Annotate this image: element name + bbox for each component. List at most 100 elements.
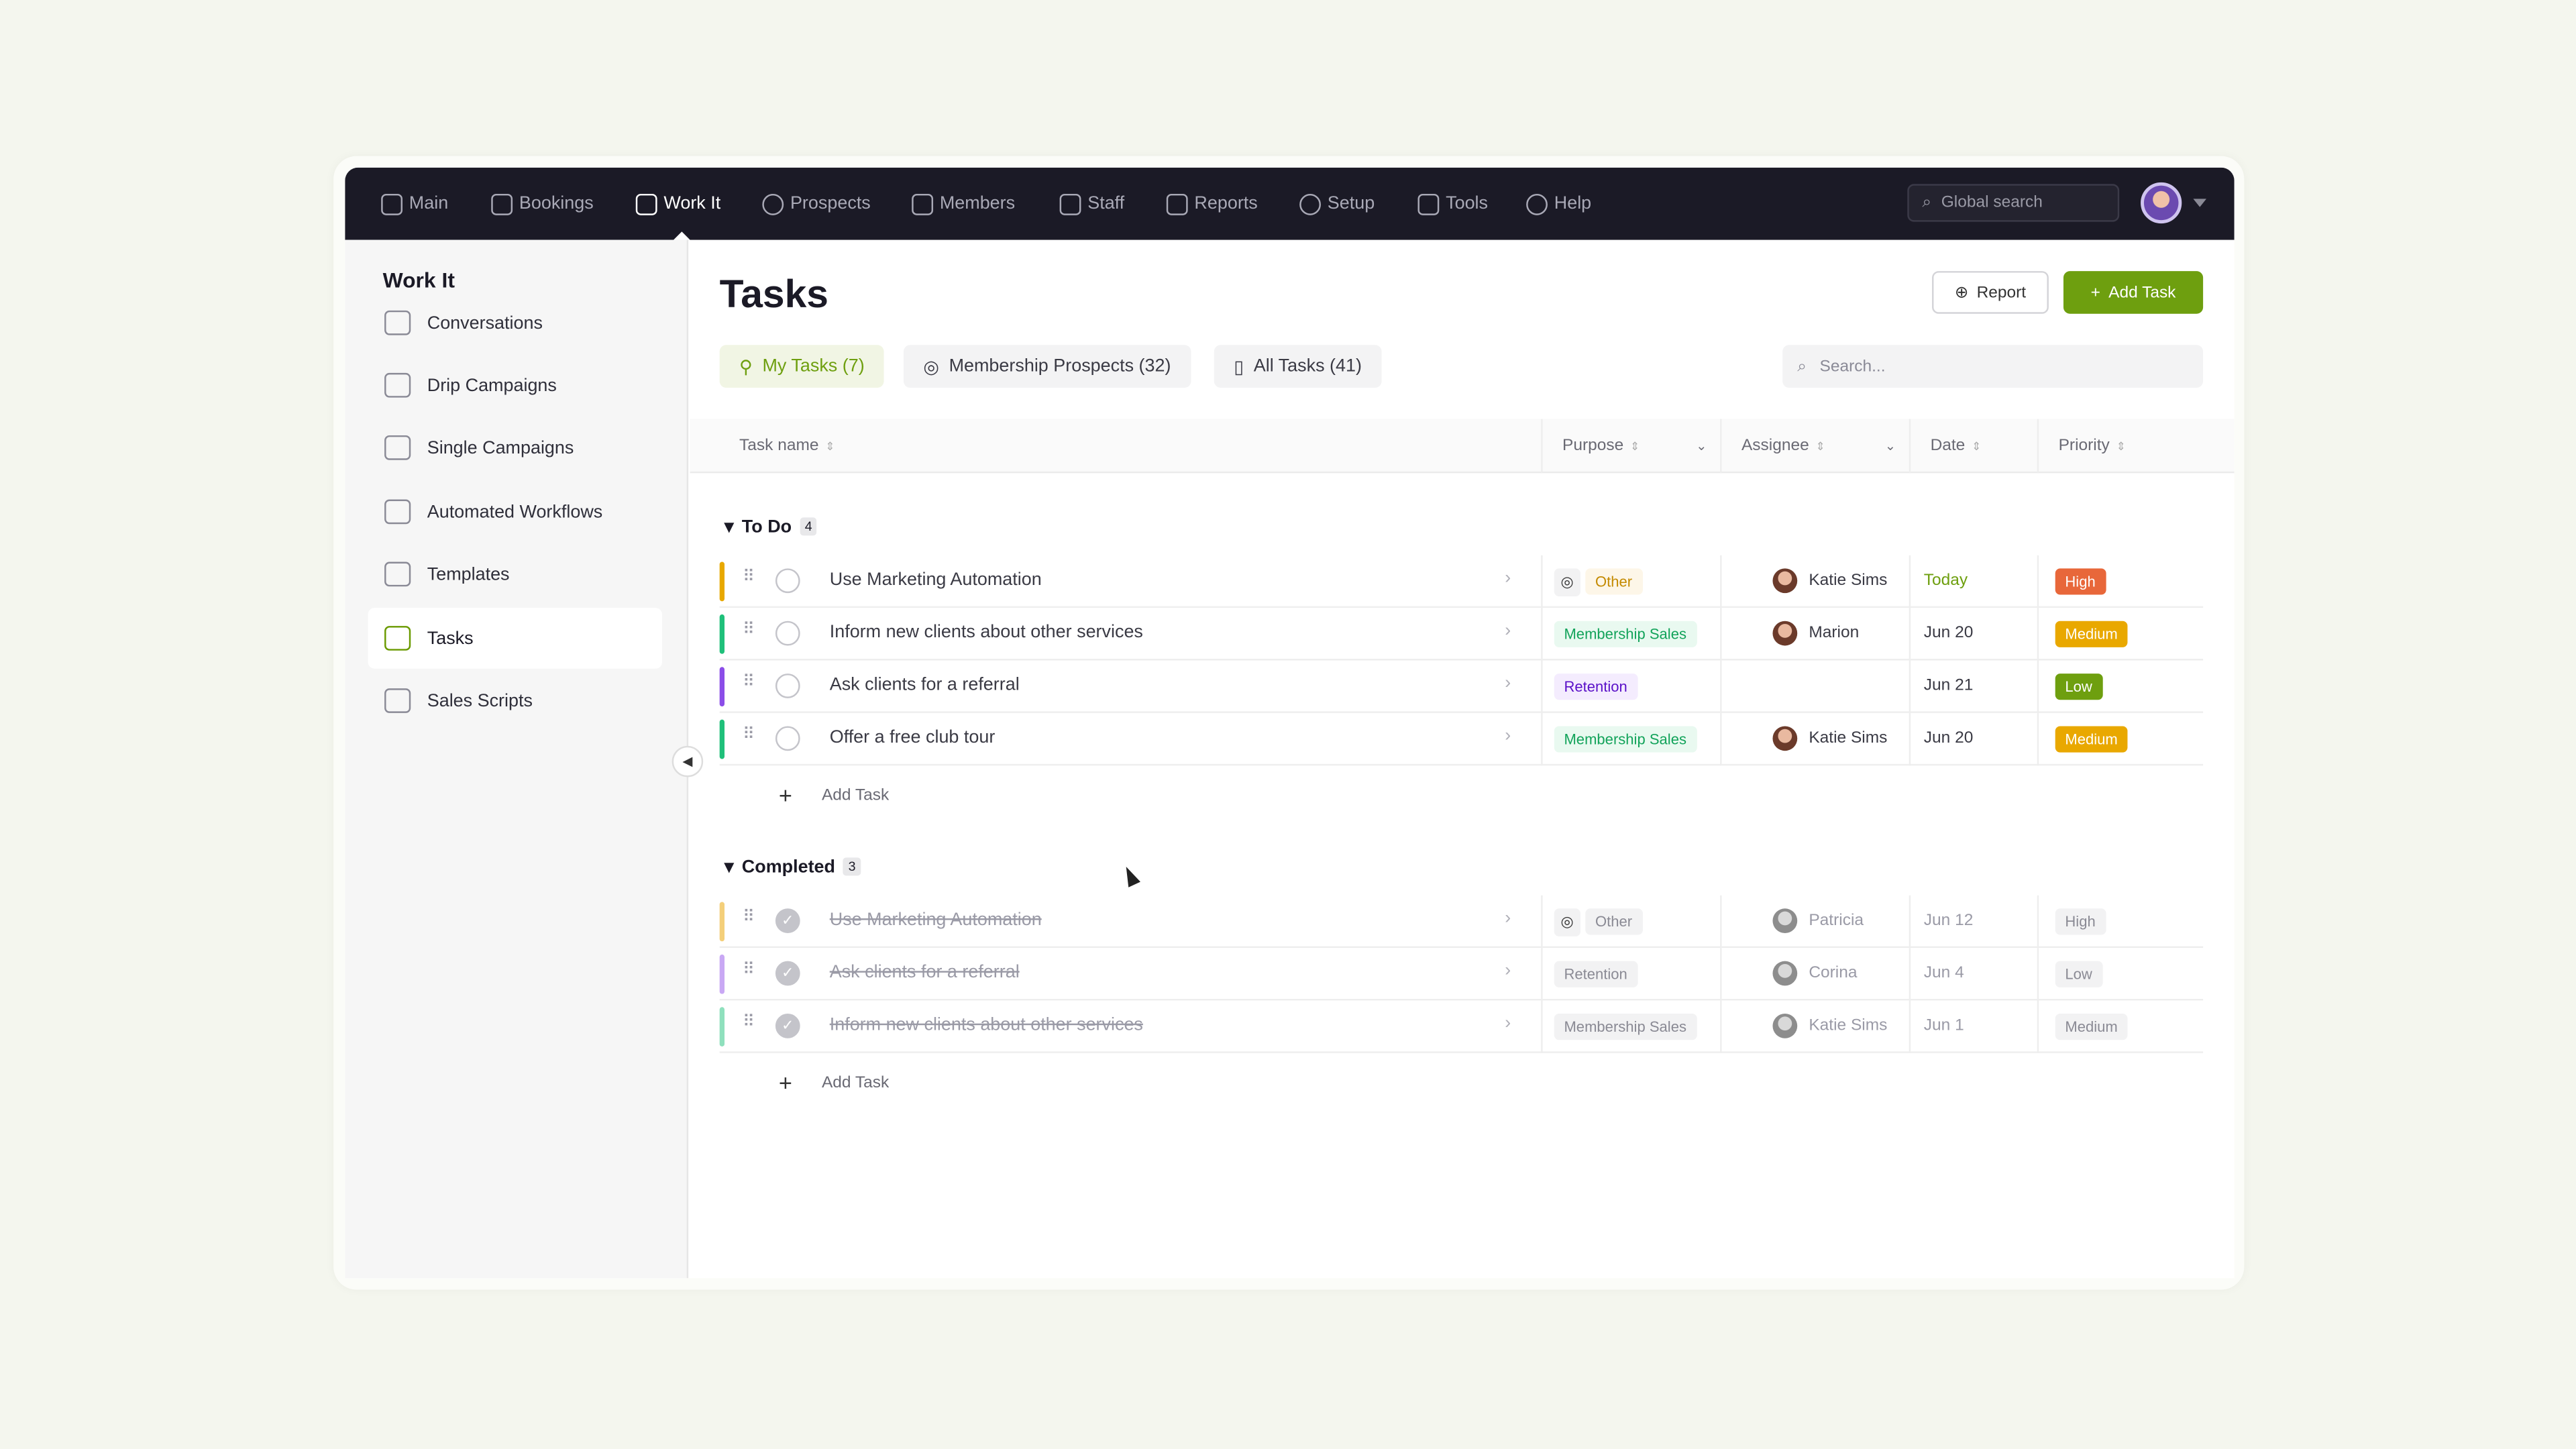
assignee-name[interactable]: Katie Sims <box>1809 572 1888 590</box>
caret-down-icon[interactable]: ▾ <box>724 517 734 537</box>
sort-icon[interactable]: ⇕ <box>825 441 835 453</box>
nav-bookings[interactable]: Bookings <box>491 168 594 240</box>
task-name[interactable]: Use Marketing Automation <box>829 570 1042 590</box>
table-row[interactable]: ⠿ Use Marketing Automation › ◎ Other Katie Si… <box>719 555 2204 608</box>
add-task-button[interactable]: + Add Task <box>2063 271 2204 314</box>
table-row[interactable]: ⠿ Offer a free club tour › Membership Sales… <box>719 712 2204 766</box>
caret-down-icon[interactable]: ▾ <box>724 857 734 877</box>
column-header-priority[interactable]: Priority ⇕ <box>2037 419 2235 474</box>
due-date[interactable]: Jun 1 <box>1923 1016 1964 1035</box>
chevron-right-icon[interactable]: › <box>1505 674 1511 694</box>
plus-icon[interactable]: + <box>778 1069 792 1096</box>
sort-icon[interactable]: ⇕ <box>1972 441 1982 453</box>
chevron-right-icon[interactable]: › <box>1505 961 1511 981</box>
task-name[interactable]: Offer a free club tour <box>829 727 996 748</box>
group-header-to-do[interactable]: ▾ To Do 4 <box>724 516 817 537</box>
complete-checkbox[interactable]: ✓ <box>775 1014 800 1038</box>
tab-2[interactable]: ▯ All Tasks (41) <box>1214 345 1382 388</box>
due-date[interactable]: Jun 12 <box>1923 912 1974 930</box>
chevron-right-icon[interactable]: › <box>1505 568 1511 588</box>
priority-badge[interactable]: Low <box>2055 674 2102 700</box>
assignee-name[interactable]: Marion <box>1809 624 1860 643</box>
drag-handle-icon[interactable]: ⠿ <box>742 674 755 692</box>
chevron-right-icon[interactable]: › <box>1505 1014 1511 1034</box>
assignee-name[interactable]: Corina <box>1809 964 1858 983</box>
table-row[interactable]: ⠿ ✓ Inform new clients about other service… <box>719 1000 2204 1053</box>
plus-icon[interactable]: + <box>778 782 792 808</box>
sidebar-item-sales-scripts[interactable]: Sales Scripts <box>368 670 662 731</box>
tab-0[interactable]: ⚲ My Tasks (7) <box>719 345 885 388</box>
nav-members[interactable]: Members <box>912 168 1015 240</box>
column-header-purpose[interactable]: Purpose ⇕ ⌄ <box>1541 419 1720 474</box>
column-header-assignee[interactable]: Assignee ⇕ ⌄ <box>1720 419 1909 474</box>
task-search-input[interactable]: ⌕ Search... <box>1782 345 2204 388</box>
chevron-right-icon[interactable]: › <box>1505 726 1511 746</box>
assignee-name[interactable]: Katie Sims <box>1809 729 1888 748</box>
chevron-right-icon[interactable]: › <box>1505 908 1511 928</box>
complete-checkbox[interactable] <box>775 568 800 594</box>
priority-badge[interactable]: High <box>2055 568 2106 595</box>
complete-checkbox[interactable] <box>775 674 800 698</box>
chevron-down-icon[interactable] <box>2193 199 2207 207</box>
collapse-sidebar-button[interactable]: ◀ <box>672 745 704 777</box>
purpose-badge[interactable]: Membership Sales <box>1554 726 1697 753</box>
task-name[interactable]: Ask clients for a referral <box>829 675 1020 695</box>
due-date[interactable]: Jun 4 <box>1923 964 1964 983</box>
nav-prospects[interactable]: Prospects <box>762 168 871 240</box>
complete-checkbox[interactable]: ✓ <box>775 908 800 934</box>
nav-help[interactable]: Help <box>1526 168 1591 240</box>
due-date[interactable]: Jun 21 <box>1923 676 1974 695</box>
table-row[interactable]: ⠿ ✓ Ask clients for a referral › Retention Co… <box>719 948 2204 1001</box>
due-date[interactable]: Jun 20 <box>1923 624 1974 643</box>
column-header-date[interactable]: Date ⇕ <box>1909 419 2037 474</box>
drag-handle-icon[interactable]: ⠿ <box>742 621 755 639</box>
purpose-badge[interactable]: Membership Sales <box>1554 621 1697 647</box>
sort-icon[interactable]: ⇕ <box>2116 441 2127 453</box>
assignee-name[interactable]: Katie Sims <box>1809 1016 1888 1035</box>
drag-handle-icon[interactable]: ⠿ <box>742 961 755 979</box>
sidebar-item-automated-workflows[interactable]: Automated Workflows <box>368 482 662 543</box>
user-avatar[interactable] <box>2141 182 2182 224</box>
nav-setup[interactable]: Setup <box>1299 168 1375 240</box>
add-task-row[interactable]: + Add Task <box>779 782 889 808</box>
drag-handle-icon[interactable]: ⠿ <box>742 726 755 745</box>
nav-reports[interactable]: Reports <box>1166 168 1258 240</box>
drag-handle-icon[interactable]: ⠿ <box>742 568 755 587</box>
add-task-row[interactable]: + Add Task <box>779 1069 889 1095</box>
sidebar-item-tasks[interactable]: Tasks <box>368 608 662 669</box>
due-date[interactable]: Jun 20 <box>1923 729 1974 748</box>
purpose-badge[interactable]: Retention <box>1554 961 1638 987</box>
purpose-badge[interactable]: Retention <box>1554 674 1638 700</box>
task-name[interactable]: Inform new clients about other services <box>829 1015 1143 1035</box>
table-row[interactable]: ⠿ ✓ Use Marketing Automation › ◎ Other Patrici… <box>719 895 2204 949</box>
group-header-completed[interactable]: ▾ Completed 3 <box>724 856 861 877</box>
drag-handle-icon[interactable]: ⠿ <box>742 1014 755 1032</box>
complete-checkbox[interactable] <box>775 726 800 751</box>
sort-icon[interactable]: ⇕ <box>1630 441 1640 453</box>
sidebar-item-templates[interactable]: Templates <box>368 544 662 605</box>
priority-badge[interactable]: High <box>2055 908 2106 935</box>
due-date[interactable]: Today <box>1923 572 1968 590</box>
chevron-down-icon[interactable]: ⌄ <box>1884 438 1896 453</box>
assignee-name[interactable]: Patricia <box>1809 912 1864 930</box>
nav-work-it[interactable]: Work It <box>635 168 720 240</box>
priority-badge[interactable]: Medium <box>2055 726 2128 753</box>
global-search-input[interactable]: ⌕ Global search <box>1907 184 2120 222</box>
priority-badge[interactable]: Medium <box>2055 1014 2128 1040</box>
sidebar-item-drip-campaigns[interactable]: Drip Campaigns <box>368 355 662 416</box>
priority-badge[interactable]: Medium <box>2055 621 2128 647</box>
task-name[interactable]: Ask clients for a referral <box>829 963 1020 983</box>
chevron-down-icon[interactable]: ⌄ <box>1696 438 1707 453</box>
complete-checkbox[interactable]: ✓ <box>775 961 800 986</box>
purpose-badge[interactable]: Other <box>1585 908 1642 935</box>
purpose-badge[interactable]: Other <box>1585 568 1642 595</box>
nav-tools[interactable]: Tools <box>1417 168 1488 240</box>
task-name[interactable]: Inform new clients about other services <box>829 623 1143 643</box>
table-row[interactable]: ⠿ Ask clients for a referral › Retention Jun… <box>719 660 2204 713</box>
drag-handle-icon[interactable]: ⠿ <box>742 908 755 927</box>
complete-checkbox[interactable] <box>775 621 800 646</box>
nav-main[interactable]: Main <box>381 168 448 240</box>
sidebar-item-single-campaigns[interactable]: Single Campaigns <box>368 417 662 478</box>
task-name[interactable]: Use Marketing Automation <box>829 910 1042 930</box>
purpose-badge[interactable]: Membership Sales <box>1554 1014 1697 1040</box>
